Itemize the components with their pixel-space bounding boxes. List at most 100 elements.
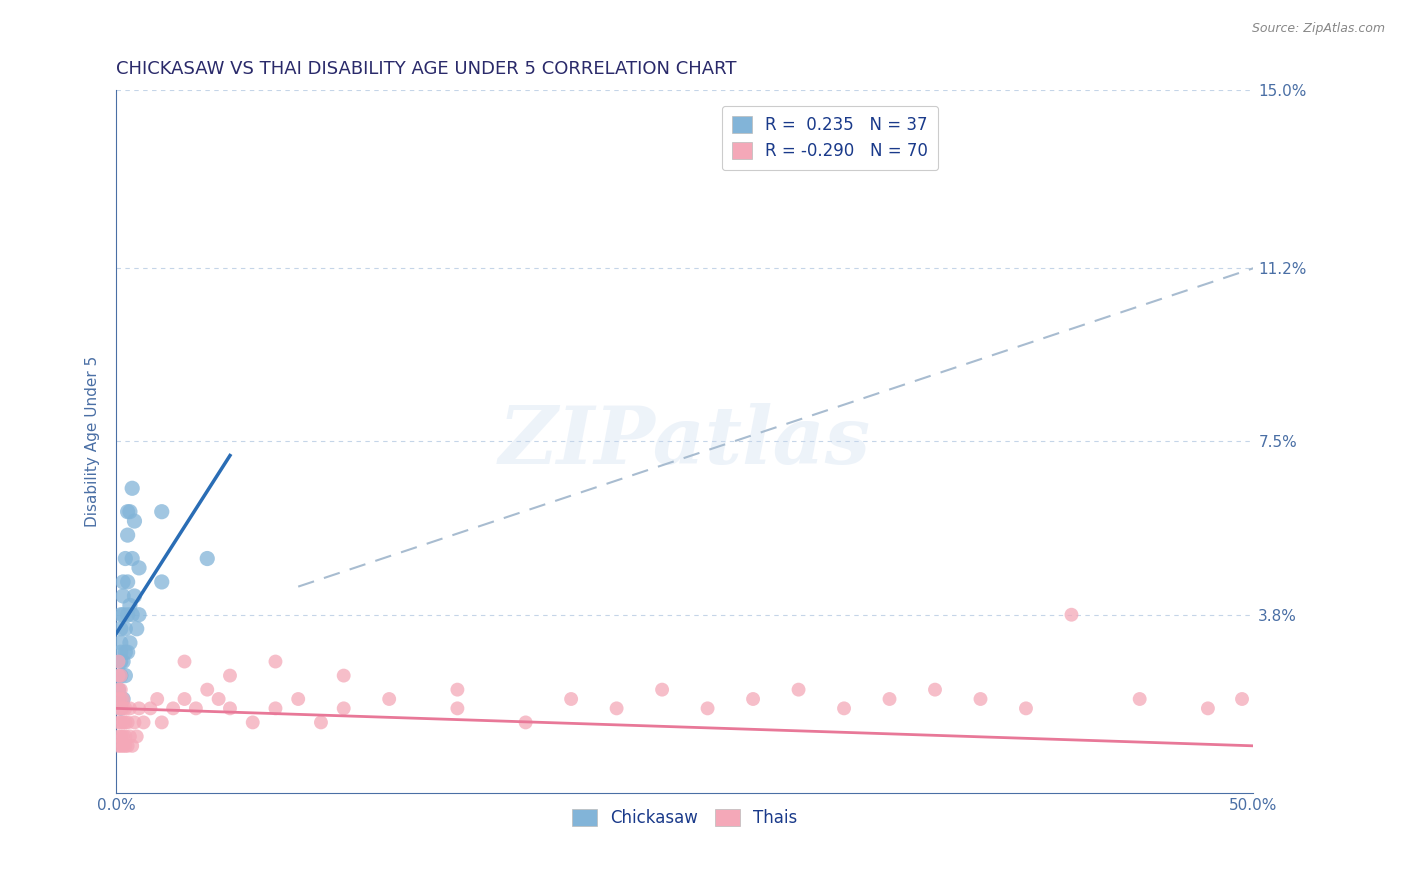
Point [606,701,628,715]
Point [112,715,135,730]
Point [114,715,136,730]
Point [195,551,218,566]
Point [110,701,132,715]
Point [924,682,946,697]
Point [110,730,132,744]
Point [121,607,143,622]
Point [112,692,135,706]
Point [110,682,132,697]
Point [107,682,129,697]
Point [128,607,150,622]
Point [184,701,207,715]
Point [125,730,148,744]
Point [118,636,141,650]
Point [107,739,129,753]
Point [128,561,150,575]
Point [112,655,135,669]
Point [118,505,141,519]
Point [128,701,150,715]
Point [1129,692,1152,706]
Point [112,739,135,753]
Point [110,668,132,682]
Point [832,701,855,715]
Point [114,622,136,636]
Point [150,505,173,519]
Point [124,715,146,730]
Point [114,645,136,659]
Point [121,739,143,753]
Point [117,607,139,622]
Point [114,551,136,566]
Point [117,645,139,659]
Point [112,574,135,589]
Point [110,655,132,669]
Point [124,589,146,603]
Point [117,574,139,589]
Point [107,730,129,744]
Point [132,715,155,730]
Point [787,682,810,697]
Point [150,715,173,730]
Point [332,701,354,715]
Point [264,655,287,669]
Point [107,692,129,706]
Point [879,692,901,706]
Point [110,645,132,659]
Point [742,692,765,706]
Point [1060,607,1083,622]
Point [110,607,132,622]
Y-axis label: Disability Age Under 5: Disability Age Under 5 [86,356,100,527]
Point [114,730,136,744]
Point [1197,701,1219,715]
Point [446,701,468,715]
Point [139,701,162,715]
Point [515,715,537,730]
Point [117,715,139,730]
Point [173,692,195,706]
Point [114,668,136,682]
Point [219,668,242,682]
Point [112,701,135,715]
Text: Source: ZipAtlas.com: Source: ZipAtlas.com [1251,22,1385,36]
Point [114,701,136,715]
Point [242,715,264,730]
Point [112,607,135,622]
Point [121,551,143,566]
Point [146,692,169,706]
Point [112,730,135,744]
Point [107,715,129,730]
Point [107,701,129,715]
Point [125,622,148,636]
Point [173,655,195,669]
Point [110,668,132,682]
Point [110,739,132,753]
Text: CHICKASAW VS THAI DISABILITY AGE UNDER 5 CORRELATION CHART: CHICKASAW VS THAI DISABILITY AGE UNDER 5… [117,60,737,78]
Point [195,682,218,697]
Point [1015,701,1038,715]
Point [114,739,136,753]
Point [264,701,287,715]
Point [110,701,132,715]
Point [110,692,132,706]
Point [378,692,401,706]
Point [117,528,139,542]
Point [110,636,132,650]
Point [118,730,141,744]
Point [207,692,229,706]
Point [696,701,718,715]
Point [219,701,242,715]
Point [118,701,141,715]
Point [309,715,332,730]
Point [107,668,129,682]
Point [112,589,135,603]
Point [1230,692,1253,706]
Point [107,692,129,706]
Point [651,682,673,697]
Point [969,692,991,706]
Legend: Chickasaw, Thais: Chickasaw, Thais [565,802,804,833]
Text: ZIPatlas: ZIPatlas [499,402,870,480]
Point [162,701,184,715]
Point [117,505,139,519]
Point [287,692,309,706]
Point [110,622,132,636]
